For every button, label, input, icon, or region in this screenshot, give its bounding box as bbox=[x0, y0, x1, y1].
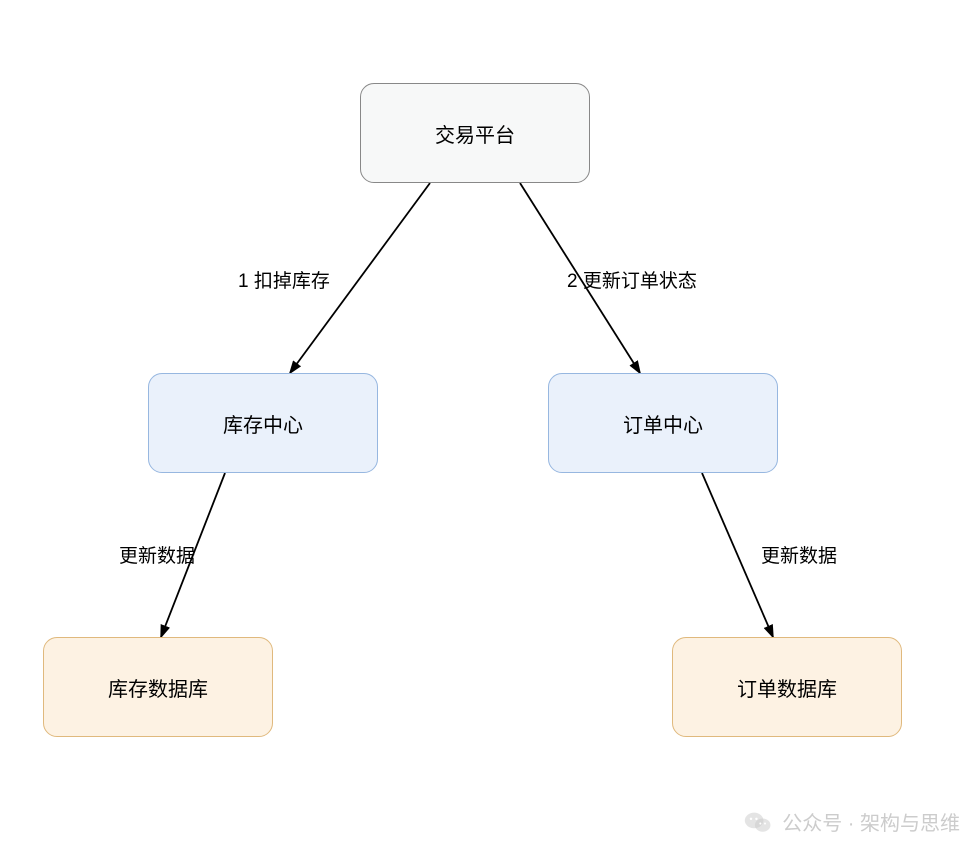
node-ord_db: 订单数据库 bbox=[672, 637, 902, 737]
edge-label-platform-inventory: 1 扣掉库存 bbox=[238, 266, 330, 293]
watermark-text: 公众号 · 架构与思维 bbox=[782, 807, 960, 836]
node-platform: 交易平台 bbox=[360, 83, 590, 183]
node-label: 库存数据库 bbox=[108, 673, 208, 702]
edge-label-inventory-inv_db: 更新数据 bbox=[119, 541, 195, 568]
node-label: 库存中心 bbox=[223, 409, 303, 438]
node-label: 订单中心 bbox=[623, 409, 703, 438]
node-inventory: 库存中心 bbox=[148, 373, 378, 473]
wechat-icon bbox=[744, 808, 772, 836]
node-order: 订单中心 bbox=[548, 373, 778, 473]
watermark: 公众号 · 架构与思维 bbox=[744, 807, 960, 836]
node-inv_db: 库存数据库 bbox=[43, 637, 273, 737]
node-label: 交易平台 bbox=[435, 119, 515, 148]
edge-label-platform-order: 2 更新订单状态 bbox=[567, 266, 697, 293]
edge-label-order-ord_db: 更新数据 bbox=[761, 541, 837, 568]
node-label: 订单数据库 bbox=[737, 673, 837, 702]
